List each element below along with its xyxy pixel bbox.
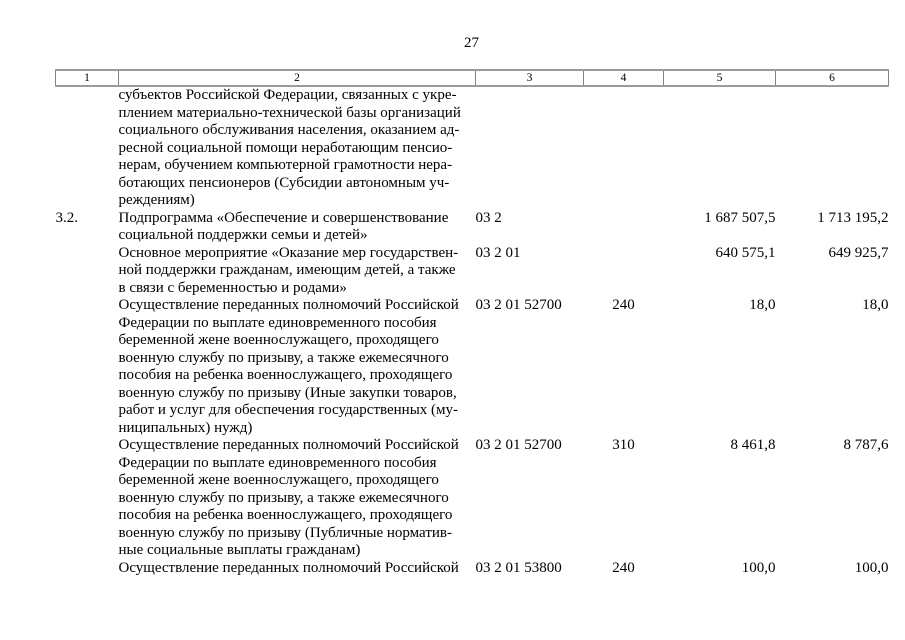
expense-type-cell	[584, 245, 664, 298]
amount-col6-cell	[776, 86, 889, 210]
expense-type-cell: 310	[612, 437, 635, 453]
amount-col5-cell: 100,0	[741, 559, 776, 576]
amount-col6-cell: 1 713 195,2	[817, 209, 889, 226]
expense-type-cell: 240	[612, 559, 635, 576]
column-header-4: 4	[583, 69, 664, 87]
table-row: субъектов Российской Федерации, связанны…	[56, 86, 889, 210]
column-header-3: 3	[475, 69, 584, 87]
row-number-cell	[56, 560, 119, 578]
table-row: Осуществление переданных полномочий Росс…	[56, 437, 889, 560]
name-cell: Осуществление переданных полномочий Росс…	[118, 297, 459, 436]
table-row: Осуществление переданных полномочий Росс…	[56, 560, 889, 578]
expense-type-cell	[584, 86, 664, 210]
amount-col5-cell: 18,0	[749, 297, 776, 313]
name-cell: Осуществление переданных полномочий Росс…	[118, 437, 459, 558]
code-cell: 03 2 01 52700	[475, 297, 562, 313]
code-cell: 03 2 01 52700	[475, 437, 562, 453]
code-cell: 03 2 01 53800	[475, 559, 562, 576]
code-cell	[476, 86, 584, 210]
table-header-row: 1 2 3 4 5 6	[55, 69, 889, 87]
amount-col5-cell: 640 575,1	[715, 244, 776, 261]
amount-col6-cell: 100,0	[854, 559, 889, 576]
page-number: 27	[464, 35, 479, 51]
table-row: Осуществление переданных полномочий Росс…	[56, 297, 889, 437]
table-row: 3.2. Подпрограмма «Обеспечение и соверше…	[56, 210, 889, 245]
amount-col6-cell: 8 787,6	[843, 437, 889, 453]
row-number-cell	[56, 86, 119, 210]
row-number-cell	[56, 437, 119, 560]
column-header-2: 2	[118, 69, 476, 87]
expense-type-cell	[584, 210, 664, 245]
table-row: Основное мероприятие «Оказание мер госуд…	[56, 245, 889, 298]
row-number-cell	[56, 245, 119, 298]
expense-type-cell: 240	[612, 297, 635, 313]
row-number-cell: 3.2.	[55, 209, 79, 226]
amount-col6-cell: 18,0	[862, 297, 889, 313]
name-cell: Подпрограмма «Обеспечение и совершенство…	[118, 209, 449, 244]
name-cell: Осуществление переданных полномочий Росс…	[118, 559, 459, 576]
column-header-5: 5	[663, 69, 776, 87]
row-number-cell	[56, 297, 119, 437]
code-cell: 03 2	[475, 209, 502, 226]
name-cell: Основное мероприятие «Оказание мер госуд…	[118, 244, 459, 296]
name-cell: субъектов Российской Федерации, связанны…	[118, 87, 461, 208]
amount-col5-cell	[664, 86, 776, 210]
amount-col6-cell: 649 925,7	[828, 244, 889, 261]
budget-table: 1 2 3 4 5 6 субъектов Российской Федерац…	[55, 69, 889, 577]
code-cell: 03 2 01	[475, 244, 521, 261]
amount-col5-cell: 8 461,8	[730, 437, 776, 453]
amount-col5-cell: 1 687 507,5	[704, 209, 776, 226]
column-header-6: 6	[775, 69, 889, 87]
column-header-1: 1	[55, 69, 119, 87]
